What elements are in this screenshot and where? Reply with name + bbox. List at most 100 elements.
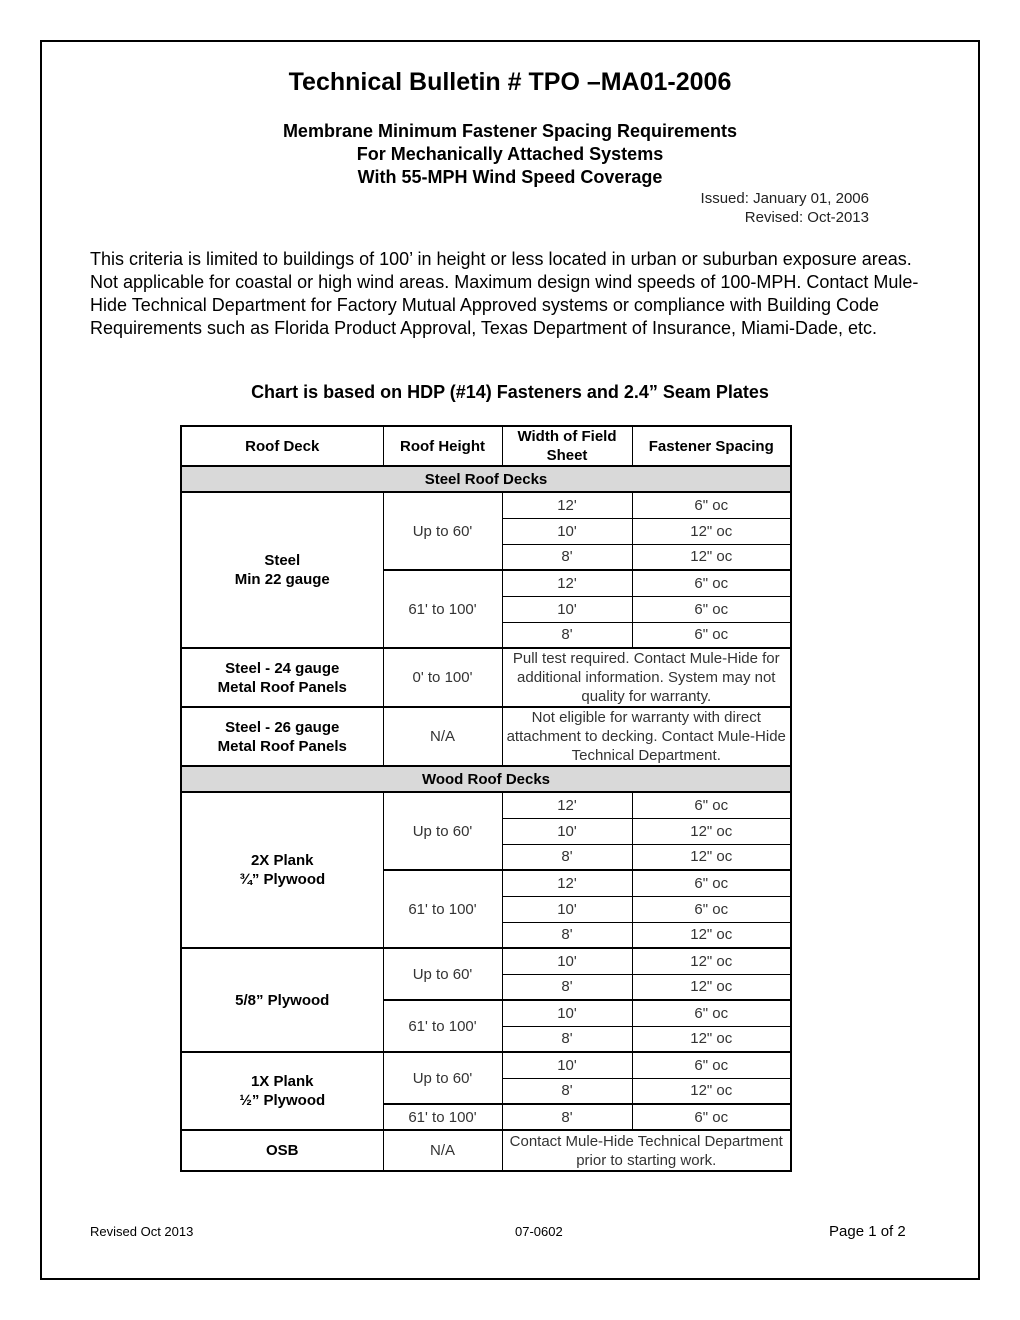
subtitle-line-3: With 55-MPH Wind Speed Coverage (357, 167, 663, 187)
footer-revised: Revised Oct 2013 (90, 1224, 194, 1239)
roof-height-cell: 61' to 100' (382, 569, 503, 649)
section-band-row: Steel Roof Decks (180, 465, 792, 493)
field-sheet-width-cell: 8' (501, 1103, 633, 1131)
roof-deck-name: Metal Roof Panels (217, 678, 347, 696)
field-sheet-width-cell: 10' (501, 517, 633, 545)
fastener-spacing-cell: 6" oc (631, 999, 792, 1027)
roof-deck-cell: 2X Plank ¾” Plywood (180, 791, 384, 949)
field-sheet-width-cell: 8' (501, 1077, 633, 1105)
table-row: 5/8” Plywood Up to 60' 10' 12" oc (180, 947, 792, 1053)
fastener-spacing-cell: 12" oc (631, 947, 792, 975)
roof-deck-name: 5/8” Plywood (235, 991, 330, 1009)
roof-deck-cell: Steel - 24 gauge Metal Roof Panels (180, 647, 384, 708)
table-row: 8' 12" oc (181, 973, 792, 1001)
table-row: 10' 6" oc (181, 595, 792, 623)
issued-date: Issued: January 01, 2006 (700, 190, 869, 207)
field-sheet-width-cell: 10' (501, 595, 633, 623)
roof-deck-name: ¾” Plywood (239, 871, 326, 888)
section-band-row: Wood Roof Decks (180, 765, 792, 793)
table-row: Steel - 24 gauge Metal Roof Panels 0' to 1… (180, 647, 792, 708)
fastener-spacing-cell: 6" oc (631, 1103, 792, 1131)
table-row: OSB N/A Contact Mule-Hide Technical Depart… (180, 1129, 792, 1172)
table-row: 2X Plank ¾” Plywood Up to 60' 12' 6" oc (180, 791, 792, 949)
fastener-spacing-cell: 6" oc (631, 569, 792, 597)
table-row: Steel Min 22 gauge Up to 60' 12' 6" oc (180, 491, 792, 649)
note-cell: Pull test required. Contact Mule-Hide fo… (501, 647, 792, 708)
table-row: 1X Plank ½” Plywood Up to 60' 10' 6" oc (180, 1051, 792, 1131)
roof-deck-name: OSB (265, 1142, 299, 1159)
table-row: 10' 6" oc (181, 895, 792, 923)
field-sheet-width-cell: 8' (501, 973, 633, 1001)
section-band: Wood Roof Decks (180, 765, 792, 793)
page-border (40, 40, 980, 1280)
roof-deck-cell: Steel - 26 gauge Metal Roof Panels (180, 706, 384, 767)
field-sheet-width-cell: 12' (501, 491, 633, 519)
footer-page-number: Page 1 of 2 (829, 1223, 906, 1240)
fastener-spacing-cell: 12" oc (631, 1077, 792, 1105)
fastener-spacing-cell: 6" oc (631, 491, 792, 519)
table-row: 8' 12" oc (181, 543, 792, 571)
field-sheet-width-cell: 12' (501, 569, 633, 597)
note-cell: Not eligible for warranty with direct at… (501, 706, 792, 767)
revised-date: Revised: Oct-2013 (744, 209, 869, 226)
field-sheet-width-cell: 8' (501, 1025, 633, 1053)
field-sheet-width-cell: 10' (501, 817, 633, 845)
field-sheet-width-cell: 8' (501, 843, 633, 871)
roof-deck-name: Min 22 gauge (234, 571, 330, 588)
roof-height-cell: N/A (382, 1129, 503, 1172)
roof-deck-name: Steel - 24 gauge (225, 659, 340, 677)
table-title: Chart is based on HDP (#14) Fasteners an… (251, 382, 769, 402)
fastener-spacing-table: Roof Deck Roof Height Width of Field She… (180, 425, 792, 1172)
roof-height-cell: Up to 60' (382, 947, 503, 1001)
table-row: 61' to 100' 10' 6" oc (181, 999, 792, 1053)
fastener-spacing-cell: 6" oc (631, 621, 792, 649)
fastener-spacing-cell: 12" oc (631, 517, 792, 545)
roof-deck-name: 1X Plank (250, 1073, 314, 1090)
page-title: Technical Bulletin # TPO –MA01-2006 (288, 68, 732, 96)
field-sheet-width-cell: 10' (501, 999, 633, 1027)
subtitle-line-1: Membrane Minimum Fastener Spacing Requir… (282, 121, 738, 141)
roof-deck-name: Steel (264, 552, 301, 569)
fastener-spacing-cell: 12" oc (631, 543, 792, 571)
roof-height-cell: 61' to 100' (382, 999, 503, 1053)
fastener-spacing-cell: 12" oc (631, 973, 792, 1001)
roof-height-cell: 61' to 100' (382, 1103, 503, 1131)
fastener-spacing-cell: 12" oc (631, 1025, 792, 1053)
fastener-spacing-cell: 6" oc (631, 869, 792, 897)
roof-height-cell: 0' to 100' (382, 647, 503, 708)
table-row: Steel - 26 gauge Metal Roof Panels N/A Not … (180, 706, 792, 767)
roof-deck-name: ½” Plywood (239, 1092, 326, 1109)
header-roof-height: Roof Height (382, 425, 503, 467)
field-sheet-width-cell: 10' (501, 947, 633, 975)
fastener-spacing-cell: 6" oc (631, 1051, 792, 1079)
fastener-spacing-cell: 6" oc (631, 791, 792, 819)
field-sheet-width-cell: 8' (501, 621, 633, 649)
field-sheet-width-cell: 12' (501, 869, 633, 897)
table-row: 10' 12" oc (181, 517, 792, 545)
fastener-spacing-cell: 6" oc (631, 895, 792, 923)
roof-deck-cell: Steel Min 22 gauge (180, 491, 384, 649)
table-row: 8' 12" oc (181, 921, 792, 949)
roof-deck-cell: OSB (180, 1129, 384, 1172)
roof-deck-name: 2X Plank (250, 852, 314, 869)
roof-height-cell: Up to 60' (382, 791, 503, 871)
section-band: Steel Roof Decks (180, 465, 792, 493)
field-sheet-width-cell: 12' (501, 791, 633, 819)
field-sheet-width-cell: 10' (501, 1051, 633, 1079)
note-cell: Contact Mule-Hide Technical Department p… (501, 1129, 792, 1172)
table-row: 8' 12" oc (181, 1025, 792, 1053)
roof-deck-name: Steel - 26 gauge (225, 718, 340, 736)
table-row: 61' to 100' 8' 6" oc (181, 1103, 792, 1131)
roof-height-cell: N/A (382, 706, 503, 767)
fastener-spacing-cell: 12" oc (631, 921, 792, 949)
table-row: 8' 12" oc (181, 843, 792, 871)
table-row: 8' 6" oc (181, 621, 792, 649)
field-sheet-width-cell: 8' (501, 543, 633, 571)
roof-deck-cell: 5/8” Plywood (180, 947, 384, 1053)
field-sheet-width-cell: 8' (501, 921, 633, 949)
fastener-spacing-cell: 6" oc (631, 595, 792, 623)
subtitle-line-2: For Mechanically Attached Systems (356, 144, 664, 164)
field-sheet-width-cell: 10' (501, 895, 633, 923)
fastener-spacing-cell: 12" oc (631, 817, 792, 845)
header-field-sheet-width: Width of Field Sheet (501, 425, 633, 467)
